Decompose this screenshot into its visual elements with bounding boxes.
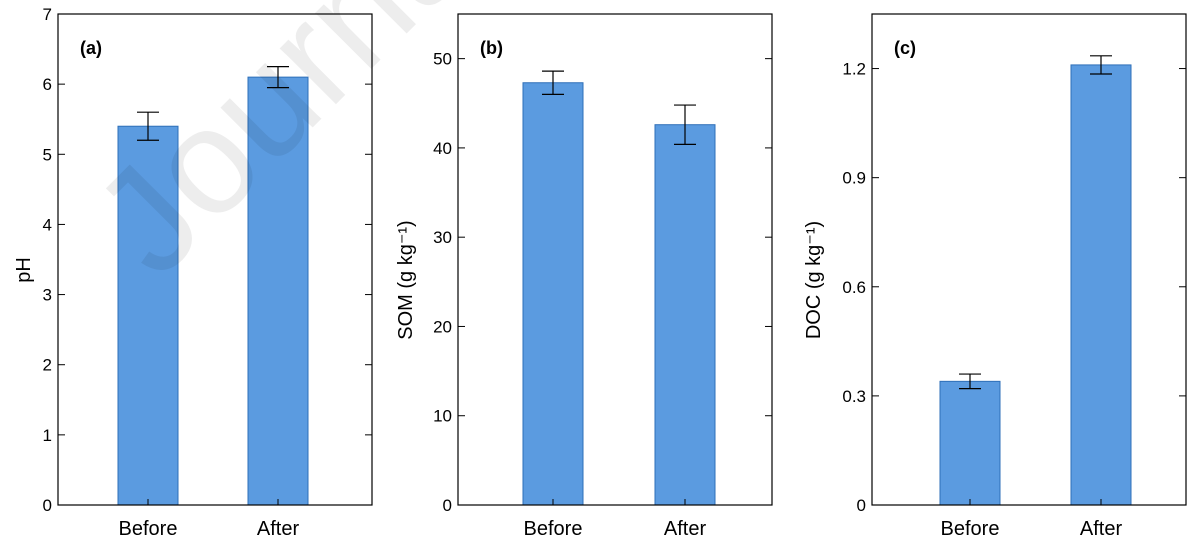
bar <box>940 381 1000 505</box>
panel-label: (b) <box>480 38 503 58</box>
x-tick-label: After <box>664 518 707 540</box>
y-tick-label: 2 <box>43 356 52 375</box>
y-axis-label: pH <box>13 257 35 283</box>
y-tick-label: 30 <box>433 228 452 247</box>
x-tick-label: Before <box>524 518 583 540</box>
x-tick-label: After <box>257 518 300 540</box>
bar <box>655 125 715 505</box>
y-tick-label: 0 <box>43 496 52 515</box>
y-tick-label: 0 <box>857 496 866 515</box>
plot-frame <box>458 14 772 505</box>
y-axis-label: SOM (g kg⁻¹) <box>395 220 417 339</box>
y-tick-label: 6 <box>43 75 52 94</box>
y-tick-label: 0.9 <box>842 169 866 188</box>
bar <box>523 83 583 505</box>
bar <box>118 126 178 505</box>
y-tick-label: 5 <box>43 145 52 164</box>
bar <box>248 77 308 505</box>
x-tick-label: Before <box>941 518 1000 540</box>
y-tick-label: 4 <box>43 215 52 234</box>
y-tick-label: 20 <box>433 317 452 336</box>
plot-frame <box>58 14 372 505</box>
x-tick-label: Before <box>119 518 178 540</box>
y-tick-label: 10 <box>433 407 452 426</box>
y-tick-label: 40 <box>433 139 452 158</box>
y-axis-label: DOC (g kg⁻¹) <box>803 221 825 339</box>
y-tick-label: 3 <box>43 286 52 305</box>
plot-frame <box>872 14 1186 505</box>
y-tick-label: 7 <box>43 5 52 24</box>
y-tick-label: 50 <box>433 50 452 69</box>
panel-label: (c) <box>894 38 916 58</box>
y-tick-label: 0 <box>443 496 452 515</box>
y-tick-label: 0.3 <box>842 387 866 406</box>
bar <box>1071 65 1131 505</box>
panel-label: (a) <box>80 38 102 58</box>
y-tick-label: 1.2 <box>842 60 866 79</box>
y-tick-label: 0.6 <box>842 278 866 297</box>
x-tick-label: After <box>1080 518 1123 540</box>
y-tick-label: 1 <box>43 426 52 445</box>
